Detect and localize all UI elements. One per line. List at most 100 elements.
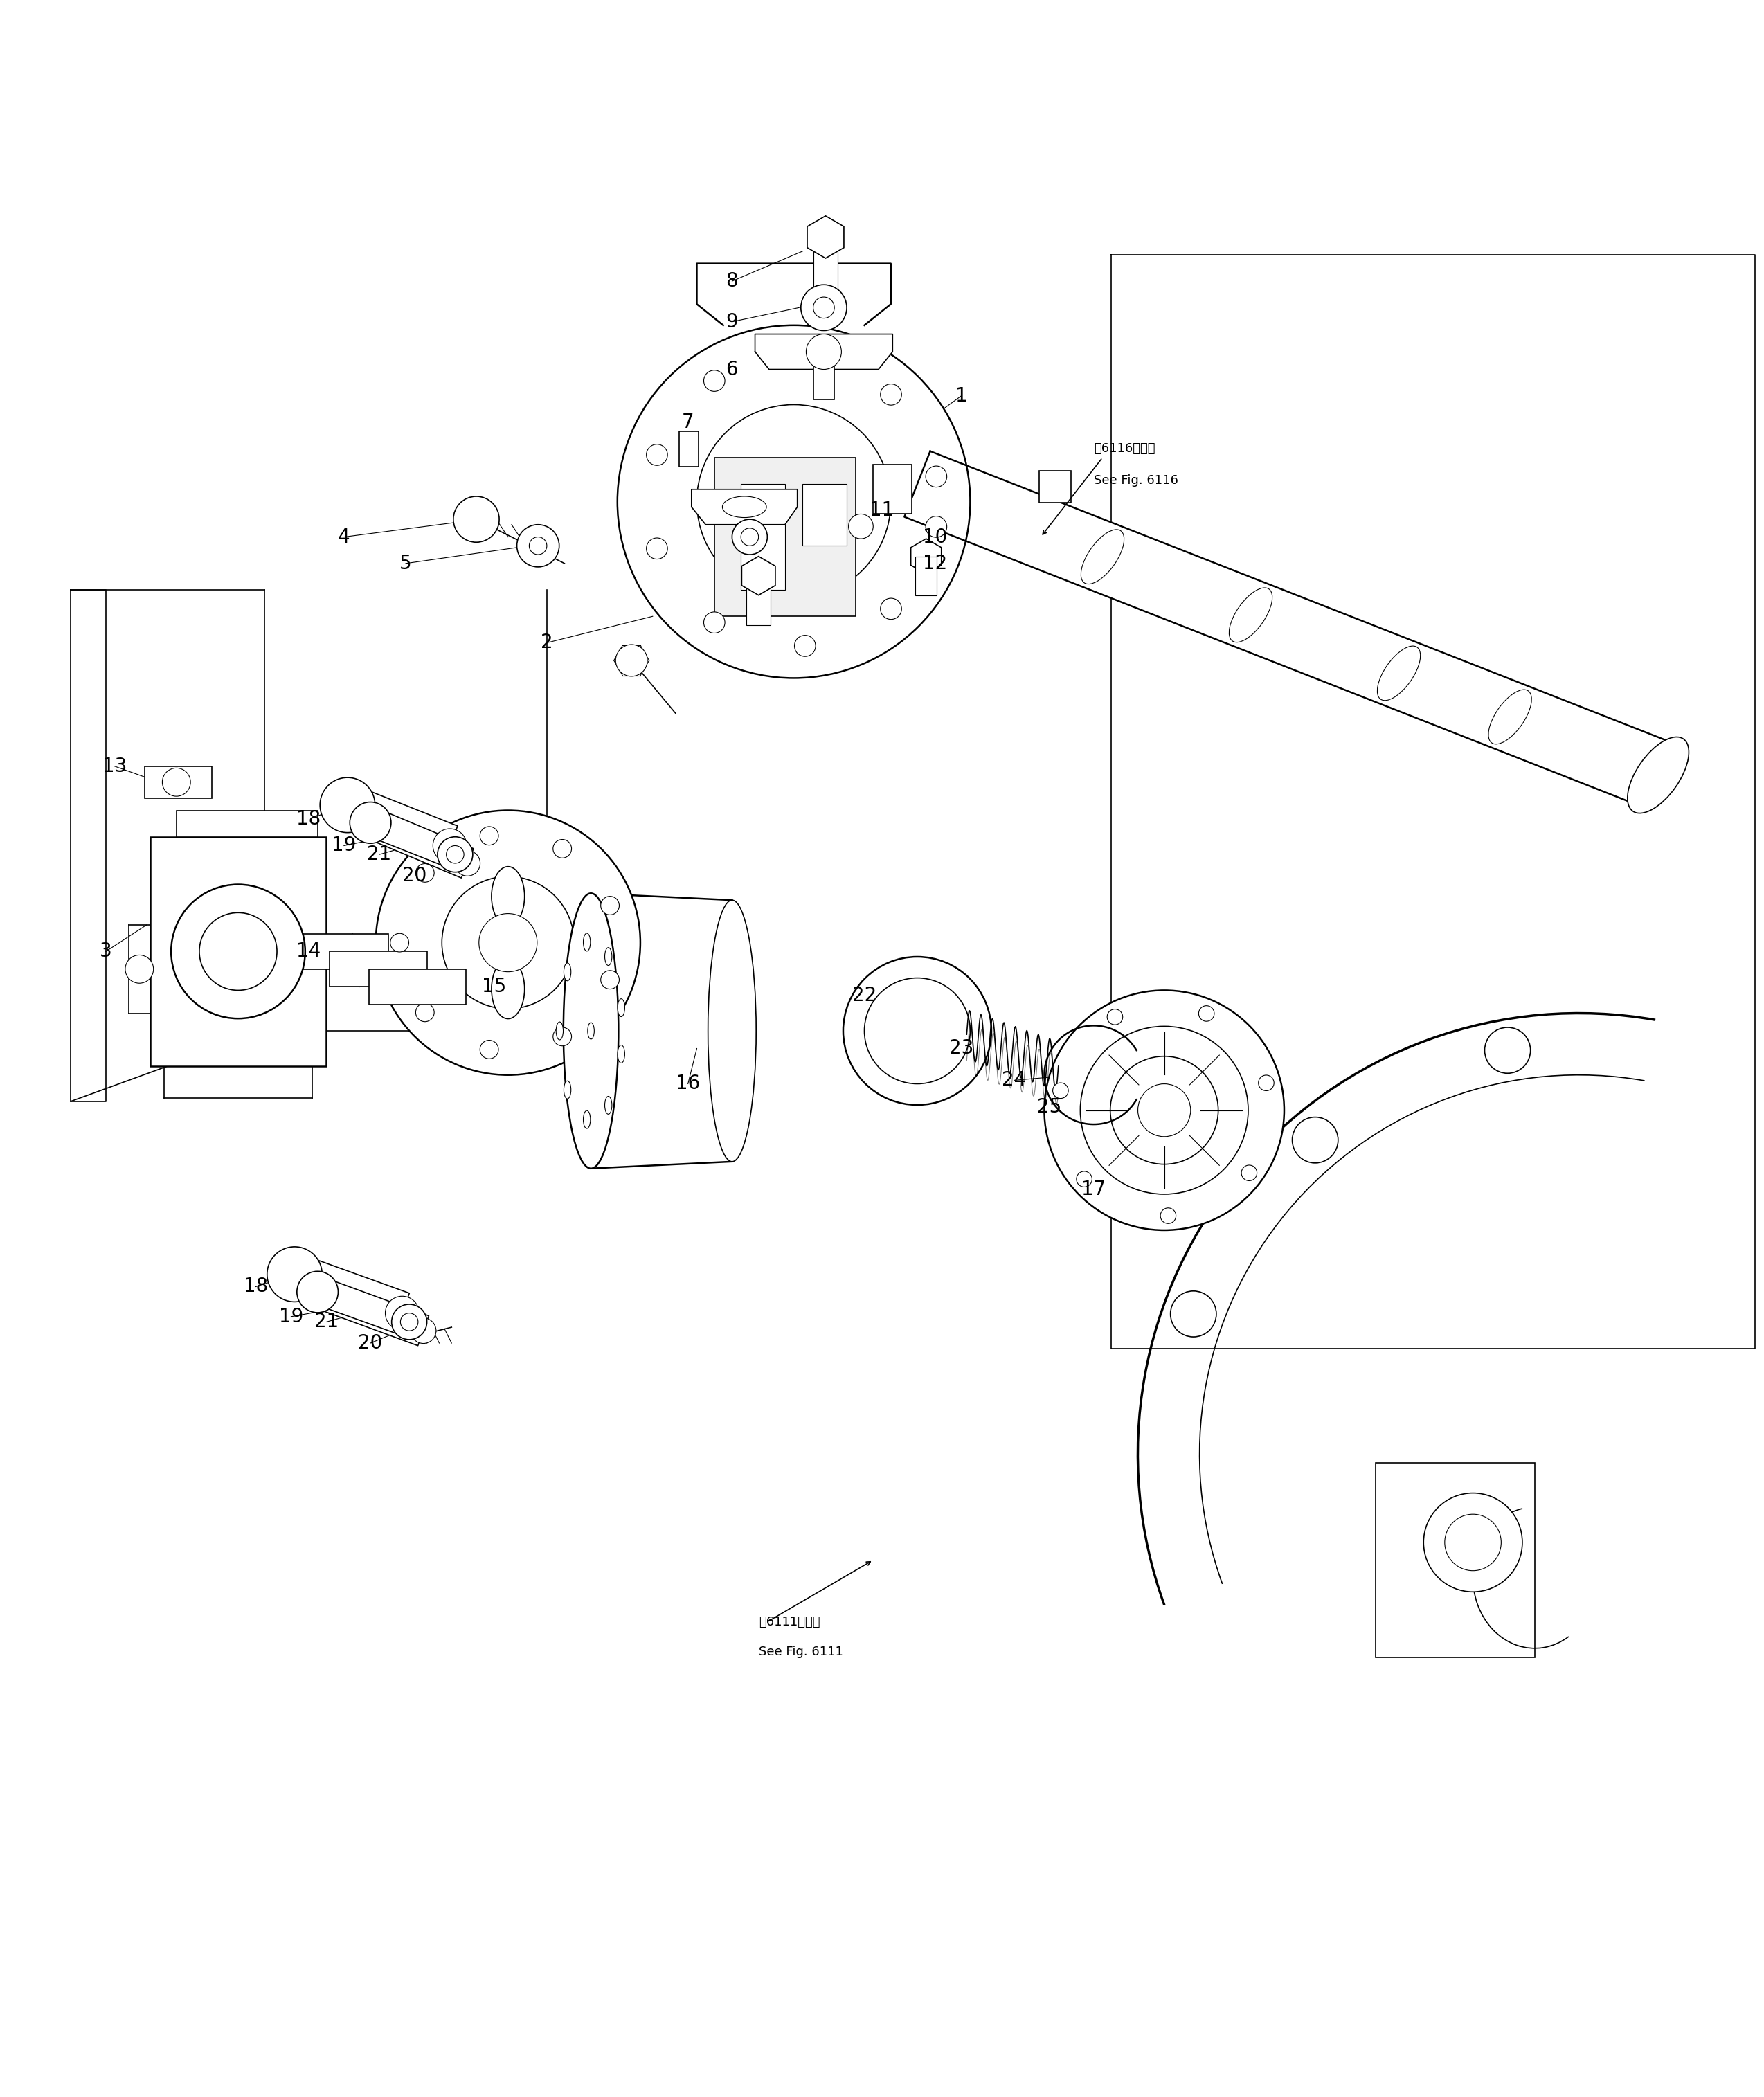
Circle shape xyxy=(1044,990,1284,1231)
Circle shape xyxy=(296,1271,339,1313)
Circle shape xyxy=(1076,1172,1092,1187)
Text: 12: 12 xyxy=(923,554,947,572)
Polygon shape xyxy=(340,786,457,866)
Bar xyxy=(746,577,771,625)
Text: 11: 11 xyxy=(870,501,894,520)
Text: See Fig. 6111: See Fig. 6111 xyxy=(759,1646,843,1659)
Circle shape xyxy=(794,635,815,656)
Text: 18: 18 xyxy=(243,1277,268,1296)
Circle shape xyxy=(1110,1057,1219,1164)
Text: 5: 5 xyxy=(400,554,411,572)
Circle shape xyxy=(732,520,767,554)
Circle shape xyxy=(617,325,970,677)
Circle shape xyxy=(880,598,901,619)
Circle shape xyxy=(529,537,547,554)
Circle shape xyxy=(441,877,573,1009)
Polygon shape xyxy=(288,1254,409,1334)
Ellipse shape xyxy=(707,900,757,1162)
Circle shape xyxy=(385,1296,420,1329)
Circle shape xyxy=(400,1313,418,1332)
Circle shape xyxy=(1258,1076,1274,1090)
Circle shape xyxy=(602,971,619,990)
Circle shape xyxy=(1445,1514,1501,1571)
Text: 6: 6 xyxy=(727,361,737,380)
Text: 1: 1 xyxy=(956,386,967,405)
Bar xyxy=(291,933,388,969)
Bar xyxy=(369,969,466,1004)
Circle shape xyxy=(319,778,376,833)
Circle shape xyxy=(794,346,815,369)
Circle shape xyxy=(416,864,434,883)
Ellipse shape xyxy=(605,1097,612,1114)
Text: 3: 3 xyxy=(101,942,111,960)
Circle shape xyxy=(199,912,277,990)
Circle shape xyxy=(480,1040,499,1059)
Circle shape xyxy=(1138,1084,1191,1137)
Circle shape xyxy=(1200,1007,1214,1021)
Circle shape xyxy=(453,497,499,543)
Circle shape xyxy=(162,768,191,797)
Circle shape xyxy=(411,1319,436,1344)
Text: 8: 8 xyxy=(727,271,737,291)
Circle shape xyxy=(390,933,409,952)
Text: 7: 7 xyxy=(683,413,693,432)
Circle shape xyxy=(864,977,970,1084)
Ellipse shape xyxy=(587,1023,594,1040)
Circle shape xyxy=(1293,1118,1339,1164)
Text: 21: 21 xyxy=(314,1313,339,1332)
Text: 23: 23 xyxy=(949,1038,974,1059)
Polygon shape xyxy=(808,216,843,258)
Bar xyxy=(803,484,847,545)
Circle shape xyxy=(646,445,667,466)
Text: 2: 2 xyxy=(542,633,552,652)
Text: 19: 19 xyxy=(279,1306,303,1325)
Circle shape xyxy=(704,612,725,633)
Bar xyxy=(1376,1464,1535,1657)
Circle shape xyxy=(646,539,667,560)
Ellipse shape xyxy=(605,948,612,965)
Circle shape xyxy=(554,1028,572,1046)
Bar xyxy=(741,484,785,589)
Text: 20: 20 xyxy=(402,866,427,885)
Ellipse shape xyxy=(617,998,624,1017)
Ellipse shape xyxy=(617,1044,624,1063)
Text: 15: 15 xyxy=(482,977,506,996)
Circle shape xyxy=(602,895,619,914)
Text: 21: 21 xyxy=(367,845,392,864)
Text: 14: 14 xyxy=(296,942,321,960)
Bar xyxy=(714,457,856,617)
Ellipse shape xyxy=(1628,736,1688,814)
Bar xyxy=(330,952,427,988)
Text: 16: 16 xyxy=(676,1074,700,1093)
Circle shape xyxy=(616,644,647,677)
Ellipse shape xyxy=(492,866,524,927)
Text: 10: 10 xyxy=(923,526,947,547)
Circle shape xyxy=(517,524,559,566)
Circle shape xyxy=(848,514,873,539)
Bar xyxy=(1039,470,1071,503)
Circle shape xyxy=(1485,1028,1531,1074)
Ellipse shape xyxy=(584,1111,591,1128)
Circle shape xyxy=(801,285,847,331)
Text: 17: 17 xyxy=(1081,1181,1106,1199)
Circle shape xyxy=(478,914,536,971)
Bar xyxy=(150,837,326,1065)
Text: 22: 22 xyxy=(852,986,877,1004)
Text: 24: 24 xyxy=(1002,1072,1027,1090)
Circle shape xyxy=(1053,1082,1069,1099)
Text: 4: 4 xyxy=(339,526,349,547)
Polygon shape xyxy=(755,333,893,369)
Circle shape xyxy=(926,466,947,487)
Text: 第6111図参照: 第6111図参照 xyxy=(759,1615,820,1627)
Polygon shape xyxy=(741,556,776,596)
Circle shape xyxy=(704,371,725,392)
Ellipse shape xyxy=(563,893,619,1168)
Circle shape xyxy=(926,516,947,537)
Circle shape xyxy=(1080,1025,1249,1193)
Polygon shape xyxy=(910,539,942,575)
Circle shape xyxy=(843,956,991,1105)
Polygon shape xyxy=(905,451,1671,807)
Circle shape xyxy=(376,809,640,1076)
Circle shape xyxy=(741,528,759,545)
Polygon shape xyxy=(312,1277,429,1346)
